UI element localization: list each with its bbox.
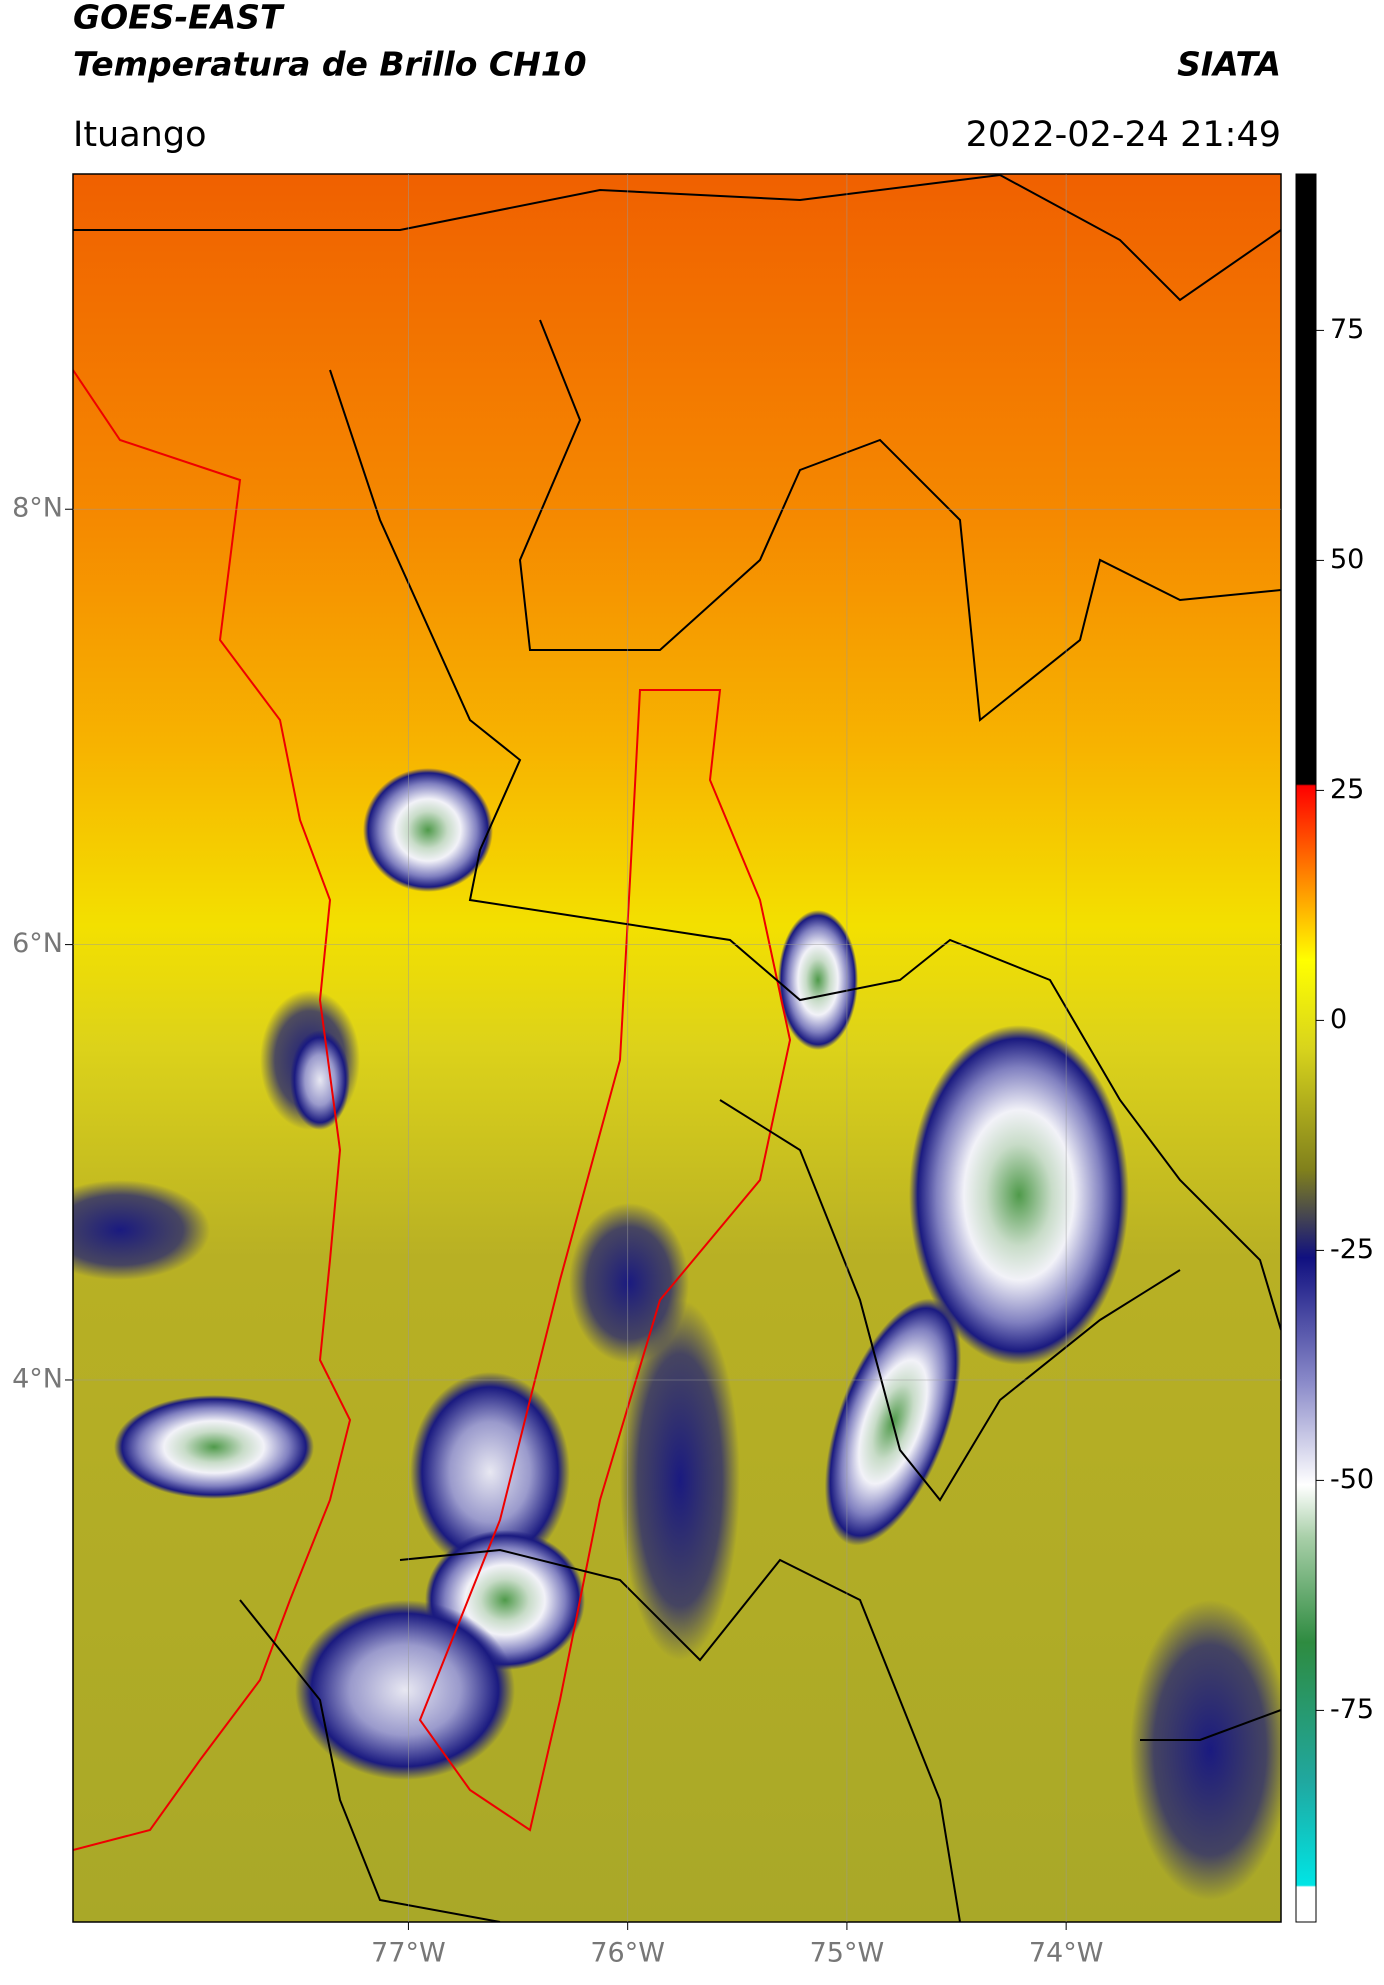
y-tick-label: 4°N xyxy=(12,1363,63,1394)
title: GOES-EAST xyxy=(73,0,285,37)
y-tick-label: 6°N xyxy=(12,928,63,959)
subtitle: Temperatura de Brillo CH10 xyxy=(73,45,587,84)
colorbar xyxy=(1295,173,1317,1923)
colorbar-tick-label: 0 xyxy=(1330,1004,1347,1035)
x-tick-label: 76°W xyxy=(590,1938,665,1969)
x-tick-label: 75°W xyxy=(810,1938,885,1969)
map-image xyxy=(73,174,1281,1922)
datetime: 2022-02-24 21:49 xyxy=(966,115,1281,155)
colorbar-tick-label: -50 xyxy=(1330,1464,1374,1495)
x-tick-label: 77°W xyxy=(371,1938,446,1969)
colorbar-tick-label: 50 xyxy=(1330,544,1364,575)
source: SIATA xyxy=(1177,45,1281,84)
y-tick-label: 8°N xyxy=(12,493,63,524)
colorbar-tick-label: 75 xyxy=(1330,314,1364,345)
colorbar-tick-label: 25 xyxy=(1330,774,1364,805)
x-tick-label: 74°W xyxy=(1029,1938,1104,1969)
location: Ituango xyxy=(73,115,207,155)
colorbar-tick-label: -25 xyxy=(1330,1234,1374,1265)
map-frame xyxy=(72,173,1282,1923)
colorbar-tick-label: -75 xyxy=(1330,1694,1374,1725)
